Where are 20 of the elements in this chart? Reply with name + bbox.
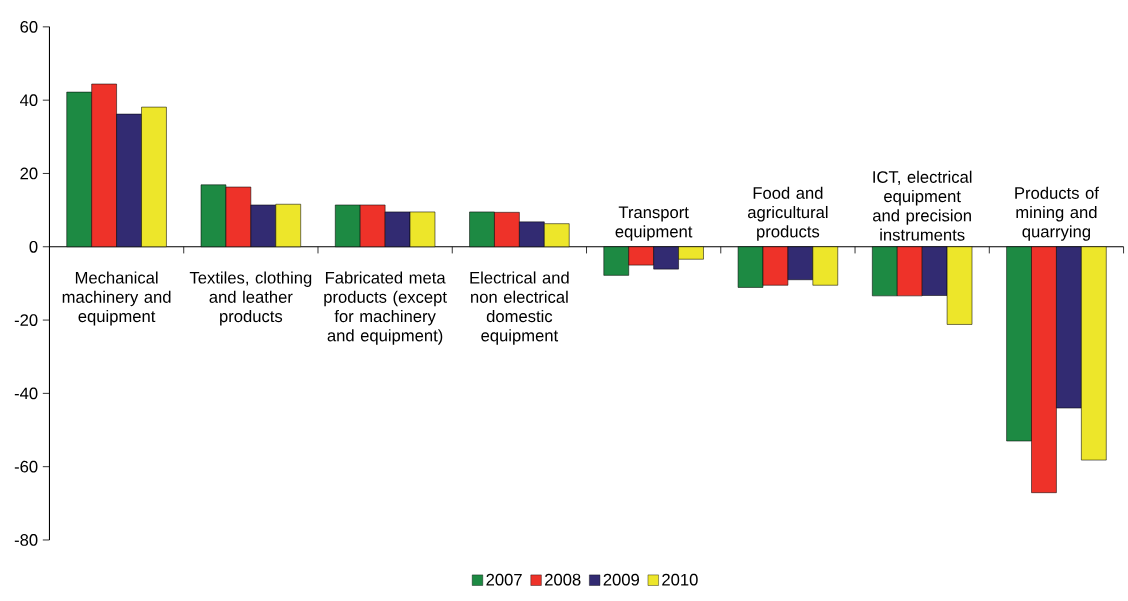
y-tick-label: 40 [20, 94, 38, 106]
y-tick-label: -80 [14, 533, 38, 546]
legend-label: 2010 [662, 573, 698, 586]
y-tick-label: -40 [14, 387, 38, 400]
y-tick-label: -60 [14, 460, 38, 473]
y-tick-label: -20 [14, 314, 38, 326]
x-tick-label: Products of mining and quarrying [1015, 186, 1099, 241]
legend-label: 2007 [486, 573, 522, 586]
legend-label: 2009 [603, 573, 639, 586]
x-tick-label: ICT, electrical equipment and precision instruments [873, 170, 972, 241]
y-tick-label: 20 [20, 167, 38, 180]
x-tick-label: Textiles, clothing and leather products [189, 271, 312, 326]
x-tick-label: Electrical and non electrical domestic equipment [470, 271, 569, 345]
y-tick-label: 0 [29, 240, 38, 253]
y-tick-label: 60 [20, 20, 38, 33]
x-tick-label: Food and agricultural products [747, 186, 828, 241]
x-tick-label: Mechanical machinery and equipment [62, 271, 171, 326]
x-tick-label: Transport equipment [615, 206, 693, 241]
x-tick-label: Fabricated meta products (except for machinery and equipment) [324, 271, 447, 345]
legend-label: 2008 [545, 573, 581, 586]
